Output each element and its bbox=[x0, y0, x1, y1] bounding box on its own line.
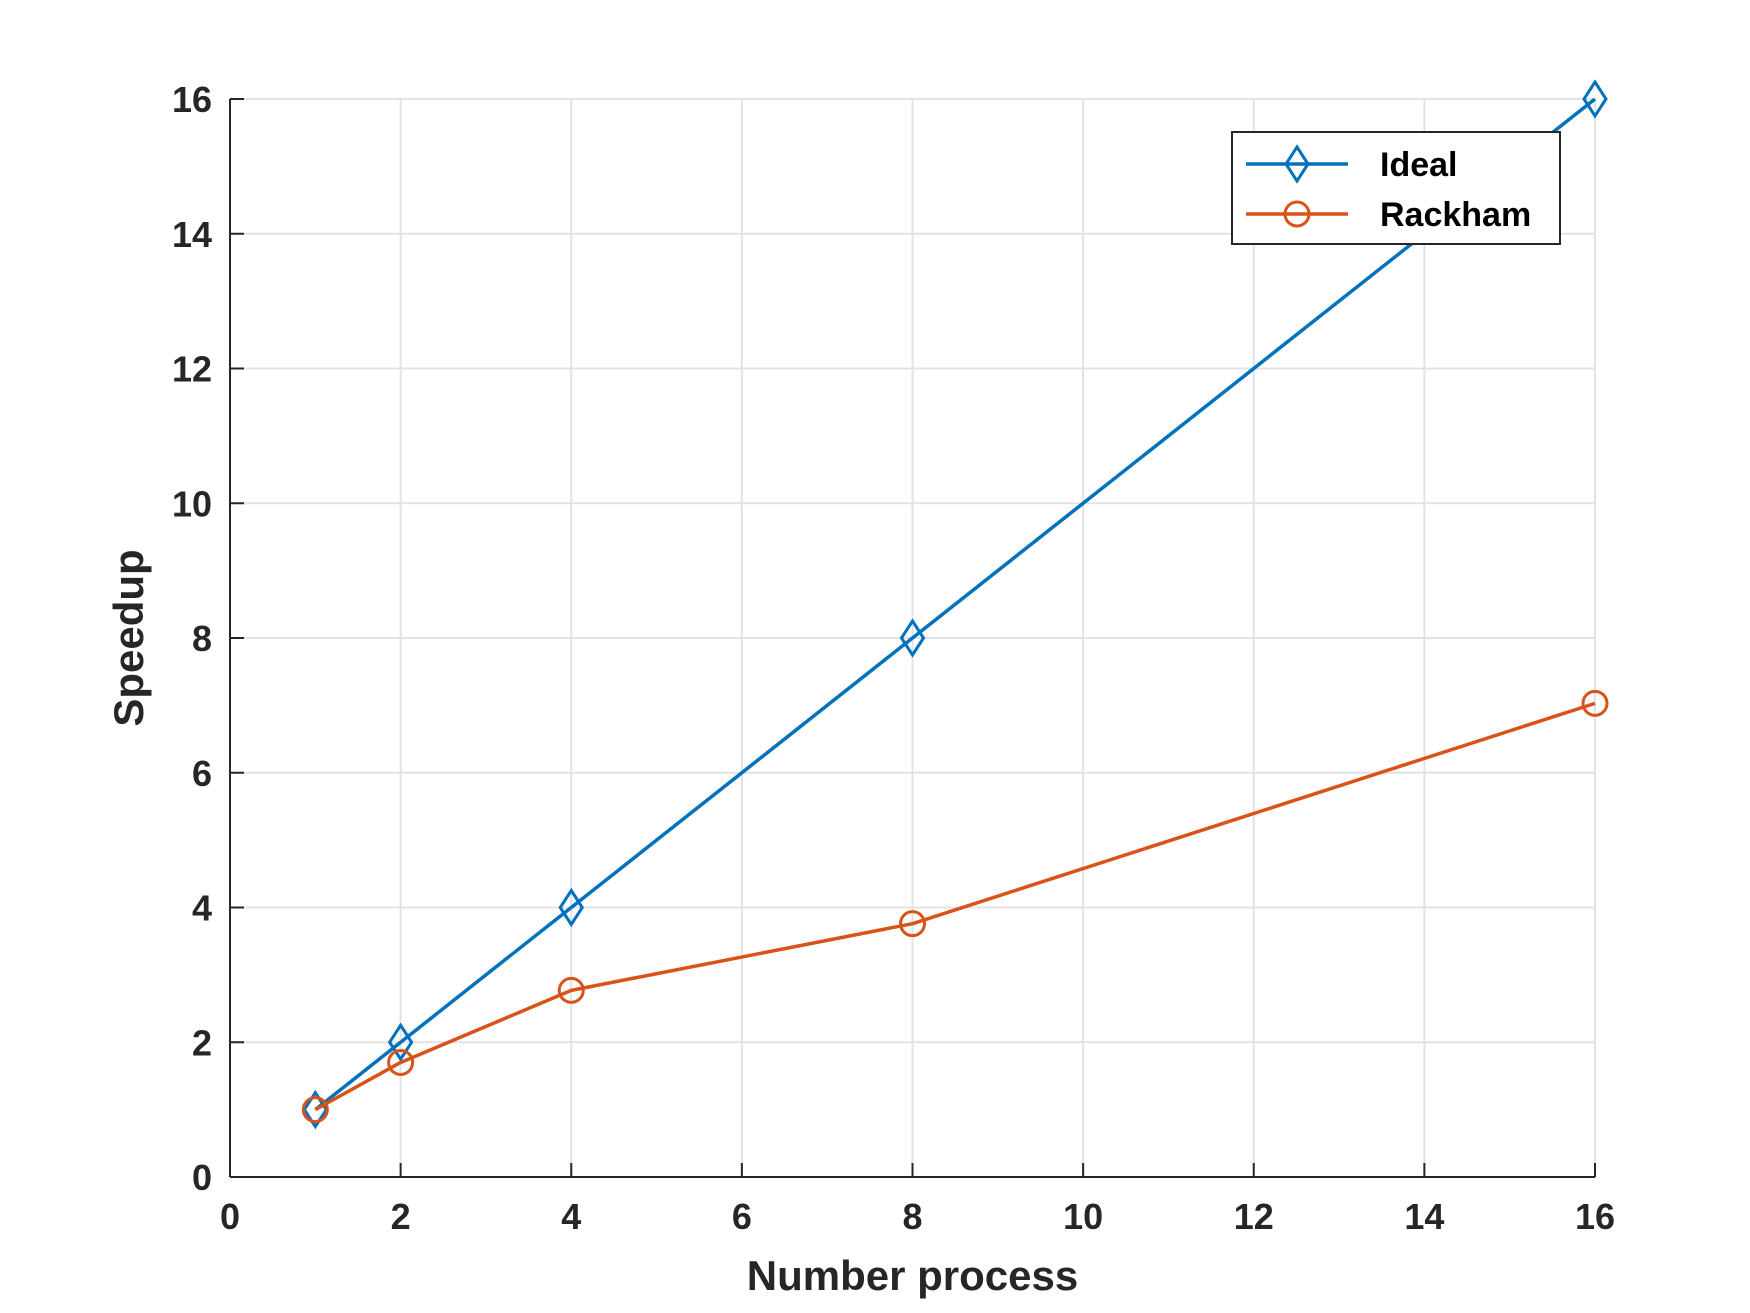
data-point-rackham bbox=[301, 1096, 329, 1124]
x-tick-label: 0 bbox=[220, 1196, 240, 1237]
x-tick-label: 2 bbox=[391, 1196, 411, 1237]
x-tick-label: 12 bbox=[1234, 1196, 1274, 1237]
axes-layer bbox=[229, 98, 1596, 1178]
legend-marker bbox=[1284, 144, 1310, 184]
legend-entry-rackham: Rackham bbox=[1246, 196, 1531, 234]
legend-marker bbox=[1283, 200, 1311, 228]
y-tick-label: 14 bbox=[172, 214, 212, 255]
data-point-rackham bbox=[899, 910, 926, 938]
y-tick-label: 0 bbox=[192, 1157, 212, 1198]
legend-box bbox=[1231, 131, 1561, 245]
series-line-ideal bbox=[314, 97, 1597, 1111]
series-layer bbox=[301, 79, 1609, 1130]
x-tick-label: 8 bbox=[902, 1196, 922, 1237]
x-axis-title: Number process bbox=[747, 1252, 1078, 1299]
data-point-ideal bbox=[558, 887, 585, 928]
data-point-ideal bbox=[1582, 79, 1608, 119]
legend-entry-ideal: Ideal bbox=[1246, 144, 1457, 184]
series-line-rackham bbox=[314, 701, 1596, 1112]
data-point-ideal bbox=[387, 1022, 414, 1063]
y-tick-label: 12 bbox=[172, 349, 212, 390]
legend-label: Ideal bbox=[1380, 146, 1457, 184]
data-point-rackham bbox=[387, 1048, 415, 1076]
y-axis-title: Speedup bbox=[105, 549, 152, 726]
y-tick-label: 10 bbox=[172, 483, 212, 524]
y-tick-label: 2 bbox=[192, 1022, 212, 1063]
data-point-ideal bbox=[899, 618, 926, 658]
x-tick-label: 4 bbox=[561, 1196, 581, 1237]
series-rackham bbox=[301, 689, 1609, 1124]
data-point-rackham bbox=[1581, 689, 1609, 717]
x-tick-label: 14 bbox=[1404, 1196, 1444, 1237]
data-point-rackham bbox=[557, 976, 585, 1004]
y-tick-label: 16 bbox=[172, 79, 212, 120]
x-tick-label: 16 bbox=[1575, 1196, 1615, 1237]
x-tick-label: 10 bbox=[1063, 1196, 1103, 1237]
y-tick-label: 4 bbox=[192, 888, 212, 929]
y-tick-label: 8 bbox=[192, 618, 212, 659]
y-tick-label: 6 bbox=[192, 753, 212, 794]
x-tick-label: 6 bbox=[732, 1196, 752, 1237]
legend: Ideal Rackham bbox=[1231, 131, 1561, 245]
tick-label-layer: 0 2 4 6 8 10 12 14 16 0 2 4 6 8 10 12 14 16 bbox=[172, 79, 1615, 1237]
legend-label: Rackham bbox=[1380, 196, 1531, 234]
